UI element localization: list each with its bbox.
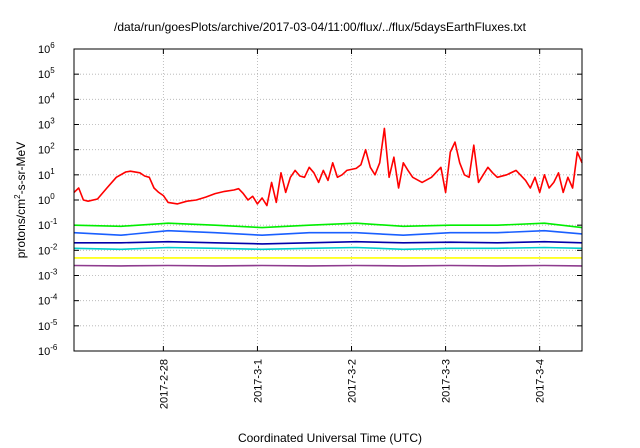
x-tick-label: 2017-3-4 (535, 359, 547, 403)
y-tick-label: 10-5 (38, 318, 58, 333)
y-tick-label: 10-6 (38, 343, 58, 358)
y-tick-label: 10-2 (38, 242, 58, 257)
y-tick-label: 104 (38, 91, 55, 106)
x-tick-label: 2017-3-2 (347, 359, 359, 403)
y-tick-label: 106 (38, 41, 55, 56)
x-tick-label: 2017-3-1 (252, 359, 264, 403)
y-tick-label: 10-4 (38, 293, 58, 308)
plot-frame (73, 48, 583, 352)
y-tick-label: 105 (38, 66, 55, 81)
y-tick-label: 10-1 (38, 217, 58, 232)
series-line-4 (73, 246, 583, 251)
series-line-3 (74, 240, 583, 245)
plot-title: /data/run/goesPlots/archive/2017-03-04/1… (113, 20, 526, 34)
y-tick-label: 10-3 (38, 268, 58, 283)
y-tick-label: 103 (38, 117, 55, 132)
y-tick-label: 101 (38, 167, 55, 182)
y-tick-label: 102 (38, 142, 55, 157)
y-tick-label: 100 (38, 192, 55, 207)
series-line-1 (73, 222, 583, 229)
x-tick-label: 2017-3-3 (441, 359, 453, 403)
x-axis-title: Coordinated Universal Time (UTC) (237, 431, 423, 445)
x-tick-label: 2017-2-28 (158, 359, 170, 409)
series-line-0 (73, 127, 583, 207)
series-line-2 (73, 229, 583, 236)
